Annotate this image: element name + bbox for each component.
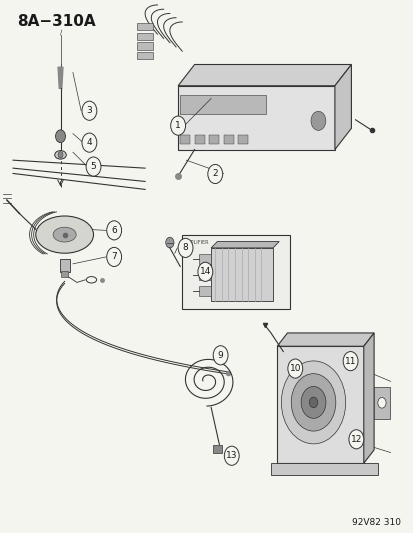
Circle shape xyxy=(281,361,345,444)
Polygon shape xyxy=(211,248,272,301)
Circle shape xyxy=(213,346,228,365)
Polygon shape xyxy=(334,64,351,150)
Polygon shape xyxy=(58,67,63,88)
Text: 5: 5 xyxy=(90,162,96,171)
Circle shape xyxy=(170,116,185,135)
Circle shape xyxy=(107,247,121,266)
Ellipse shape xyxy=(53,227,76,242)
Text: AMPLIFIER: AMPLIFIER xyxy=(184,240,209,245)
Polygon shape xyxy=(178,86,334,150)
Circle shape xyxy=(348,430,363,449)
Bar xyxy=(198,254,211,264)
Circle shape xyxy=(287,359,302,378)
Polygon shape xyxy=(211,241,278,248)
Bar xyxy=(198,286,211,296)
Text: 8: 8 xyxy=(182,244,188,253)
Circle shape xyxy=(58,152,63,158)
Bar xyxy=(213,445,222,453)
Text: 10: 10 xyxy=(289,364,300,373)
Circle shape xyxy=(291,374,335,431)
Circle shape xyxy=(197,262,212,281)
Text: 14: 14 xyxy=(199,268,211,276)
Bar xyxy=(137,42,153,50)
Ellipse shape xyxy=(36,216,93,253)
Circle shape xyxy=(377,398,385,408)
Circle shape xyxy=(82,133,97,152)
Text: 4: 4 xyxy=(86,138,92,147)
Bar xyxy=(180,135,190,144)
Bar xyxy=(137,23,153,30)
Polygon shape xyxy=(178,64,351,86)
Circle shape xyxy=(224,446,239,465)
Text: 9: 9 xyxy=(217,351,223,360)
Bar xyxy=(137,52,153,59)
Text: 3: 3 xyxy=(86,106,92,115)
Bar xyxy=(59,259,69,272)
Text: 2: 2 xyxy=(212,169,218,179)
Bar xyxy=(223,135,233,144)
Circle shape xyxy=(310,111,325,131)
Bar xyxy=(237,135,248,144)
Circle shape xyxy=(86,157,101,176)
Bar xyxy=(373,387,389,419)
Polygon shape xyxy=(363,333,373,463)
Bar xyxy=(209,135,219,144)
Polygon shape xyxy=(276,346,363,463)
Text: 1: 1 xyxy=(175,121,180,130)
Text: 8A−310A: 8A−310A xyxy=(17,14,95,29)
Text: 6: 6 xyxy=(111,226,117,235)
Text: 12: 12 xyxy=(350,435,361,444)
Circle shape xyxy=(55,130,65,143)
Circle shape xyxy=(342,352,357,370)
Text: 13: 13 xyxy=(225,451,237,461)
Circle shape xyxy=(178,238,192,257)
Bar xyxy=(61,271,68,277)
Text: 11: 11 xyxy=(344,357,356,366)
Circle shape xyxy=(309,397,317,408)
Ellipse shape xyxy=(55,151,66,159)
Circle shape xyxy=(300,386,325,418)
Bar xyxy=(180,95,266,115)
Polygon shape xyxy=(276,333,373,346)
Bar xyxy=(182,235,289,309)
Bar xyxy=(194,135,204,144)
Polygon shape xyxy=(270,463,377,475)
Text: 7: 7 xyxy=(111,253,117,261)
Bar xyxy=(198,270,211,280)
Circle shape xyxy=(207,165,222,183)
Circle shape xyxy=(165,237,173,248)
Bar xyxy=(137,33,153,40)
Text: 92V82 310: 92V82 310 xyxy=(351,518,400,527)
Circle shape xyxy=(82,101,97,120)
Circle shape xyxy=(107,221,121,240)
